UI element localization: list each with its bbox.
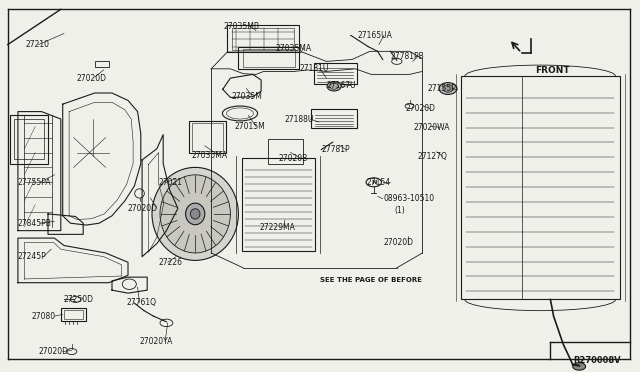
- Text: 27080: 27080: [32, 312, 56, 321]
- Text: 27127Q: 27127Q: [417, 152, 447, 161]
- Text: 27020D: 27020D: [406, 104, 436, 113]
- Ellipse shape: [160, 175, 230, 253]
- Bar: [232, 28, 294, 50]
- Text: 27035MB: 27035MB: [224, 22, 260, 31]
- Bar: [243, 49, 295, 67]
- Text: 27020D: 27020D: [128, 204, 158, 213]
- Ellipse shape: [186, 203, 205, 225]
- Ellipse shape: [152, 167, 238, 260]
- Text: 27781PB: 27781PB: [390, 52, 424, 61]
- Text: 27245P: 27245P: [18, 252, 47, 261]
- Text: R270008V: R270008V: [573, 356, 620, 365]
- Text: 27020D: 27020D: [77, 74, 107, 83]
- Text: 27226: 27226: [159, 258, 183, 267]
- Ellipse shape: [439, 83, 457, 94]
- Text: N: N: [371, 180, 376, 185]
- Bar: [61, 308, 86, 321]
- Text: 27755PA: 27755PA: [18, 178, 52, 187]
- Text: 27229MA: 27229MA: [259, 223, 295, 232]
- Text: 27188U: 27188U: [285, 115, 314, 124]
- Text: 27781P: 27781P: [321, 145, 350, 154]
- Bar: [10, 115, 48, 164]
- Text: 27020D: 27020D: [38, 347, 68, 356]
- Text: 27181U: 27181U: [300, 64, 329, 73]
- Text: SEE THE PAGE OF BEFORE: SEE THE PAGE OF BEFORE: [320, 277, 422, 283]
- Ellipse shape: [330, 83, 339, 89]
- Text: 27015M: 27015M: [234, 122, 265, 131]
- Bar: [95, 61, 109, 67]
- Text: 27020YA: 27020YA: [140, 337, 173, 346]
- Bar: [238, 47, 299, 69]
- Bar: [242, 158, 315, 251]
- Text: FRONT: FRONT: [535, 66, 570, 75]
- Bar: [314, 63, 357, 84]
- Ellipse shape: [327, 82, 341, 91]
- Text: 27167U: 27167U: [326, 81, 356, 90]
- Text: 27154: 27154: [367, 178, 391, 187]
- Text: 27020B: 27020B: [278, 154, 308, 163]
- Text: 08963-10510: 08963-10510: [384, 194, 435, 203]
- Text: 27250D: 27250D: [64, 295, 94, 304]
- Bar: [311, 109, 357, 128]
- Text: 27210: 27210: [26, 40, 50, 49]
- Text: 27845PB: 27845PB: [18, 219, 52, 228]
- Text: 27021: 27021: [159, 178, 183, 187]
- Bar: [189, 121, 226, 153]
- Bar: [14, 119, 44, 159]
- Text: 27020D: 27020D: [384, 238, 414, 247]
- Circle shape: [573, 363, 586, 370]
- Text: 27035MA: 27035MA: [192, 151, 228, 160]
- Bar: [192, 123, 223, 151]
- Text: 27020WA: 27020WA: [413, 123, 450, 132]
- Text: 27035M: 27035M: [232, 92, 262, 101]
- Ellipse shape: [443, 85, 453, 92]
- Text: 27035MA: 27035MA: [275, 44, 311, 53]
- Bar: [461, 76, 620, 299]
- Bar: [268, 139, 303, 164]
- Bar: [64, 310, 83, 319]
- Text: 27155P: 27155P: [428, 84, 456, 93]
- Text: 27165UA: 27165UA: [357, 31, 392, 40]
- Text: 27761Q: 27761Q: [127, 298, 157, 307]
- Text: (1): (1): [394, 206, 405, 215]
- Ellipse shape: [191, 209, 200, 219]
